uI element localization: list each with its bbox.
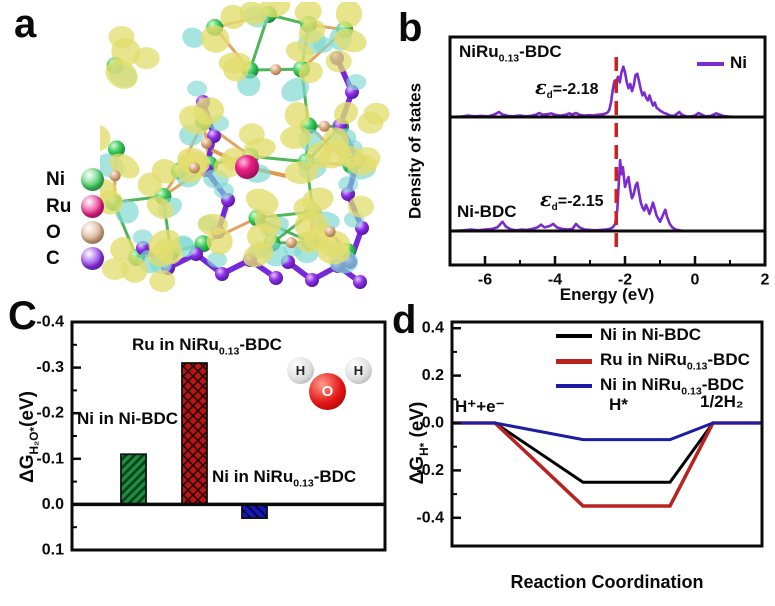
molecular-structure-art: [100, 2, 390, 293]
dos-bottom-title: Ni-BDC: [457, 202, 517, 221]
d-legend-row-2: Ru in NiRu0.13-BDC: [556, 350, 750, 372]
dos-legend-label: Ni: [730, 53, 747, 72]
panel-b-label: b: [398, 6, 423, 50]
bar-label-ni-bdc: Ni in Ni-BDC: [77, 409, 179, 428]
black-line-swatch: [556, 334, 592, 339]
energy-ylabel: ΔGH* (eV): [407, 401, 431, 485]
panel-c-label: C: [8, 294, 37, 338]
d-band-center-top: εd=-2.18: [535, 76, 599, 102]
tick-label: -0.3: [36, 359, 64, 376]
energy-level-line: [452, 421, 762, 508]
blue-line-swatch: [556, 384, 592, 389]
tick-label: -0.1: [36, 450, 64, 467]
ni-curve-swatch: [697, 61, 724, 66]
energy-level-line: [452, 421, 762, 442]
bar-ylabel: ΔGH₂O*(eV): [17, 391, 41, 483]
state-label-h-star: H*: [609, 395, 628, 414]
panel-d-label: d: [392, 298, 417, 342]
tick-label: -2: [618, 272, 632, 289]
legend-item-c: C: [46, 247, 104, 270]
water-h1-atom: H: [287, 357, 314, 384]
bar-label-ru: Ru in NiRu0.13-BDC: [132, 335, 282, 358]
tick-label: 0.0: [42, 496, 64, 513]
tick-label: 0.4: [422, 320, 444, 337]
bar-label-ni-niru: Ni in NiRu0.13-BDC: [212, 467, 357, 490]
d-legend-row-1: Ni in Ni-BDC: [556, 325, 701, 347]
dos-plot-box: [448, 35, 767, 267]
ru-dopant-sphere: [235, 155, 259, 179]
tick-label: -4: [548, 272, 562, 289]
tick-label: -0.2: [416, 462, 444, 479]
d-legend-row-3: Ni in NiRu0.13-BDC: [556, 375, 744, 397]
tick-label: 0.0: [422, 415, 444, 432]
reaction-xlabel: Reaction Coordination: [510, 572, 704, 592]
dos-ylabel: Density of states: [405, 82, 425, 220]
dos-xlabel: Energy (eV): [559, 285, 655, 304]
tick-label: 2: [761, 272, 770, 289]
energy-plot-box: [450, 320, 764, 548]
o-sphere-icon: [81, 221, 104, 244]
dos-legend: Ni: [697, 53, 747, 73]
tick-label: -0.4: [36, 314, 64, 331]
water-h2-atom: H: [345, 357, 372, 384]
c-sphere-icon: [81, 247, 104, 270]
energy-level-line: [452, 421, 762, 484]
c-label: C: [46, 247, 60, 269]
state-label-h-plus-e: H⁺+e⁻: [455, 397, 505, 416]
dos-curve: [449, 65, 765, 119]
tick-label: 0: [691, 272, 700, 289]
ni-sphere-icon: [81, 168, 104, 191]
tick-label: -0.4: [416, 509, 444, 526]
state-label-half-h2: 1/2H₂: [700, 392, 744, 411]
legend-item-ru: Ru: [46, 195, 104, 218]
tick-label: -6: [478, 272, 492, 289]
legend-item-o: O: [46, 221, 104, 244]
tick-label: 0.2: [422, 367, 444, 384]
water-o-atom: O: [309, 373, 346, 410]
o-label: O: [46, 221, 61, 243]
ru-label: Ru: [46, 195, 72, 217]
d-band-center-bottom: εd=-2.15: [540, 188, 604, 214]
legend-item-ni: Ni: [46, 168, 104, 191]
red-line-swatch: [556, 358, 592, 364]
tick-label: -0.2: [36, 405, 64, 422]
ru-sphere-icon: [81, 195, 104, 218]
tick-label: 0.1: [42, 542, 64, 559]
dos-top-title: NiRu0.13-BDC: [459, 42, 562, 65]
panel-a-label: a: [14, 2, 37, 46]
ni-label: Ni: [46, 168, 65, 190]
